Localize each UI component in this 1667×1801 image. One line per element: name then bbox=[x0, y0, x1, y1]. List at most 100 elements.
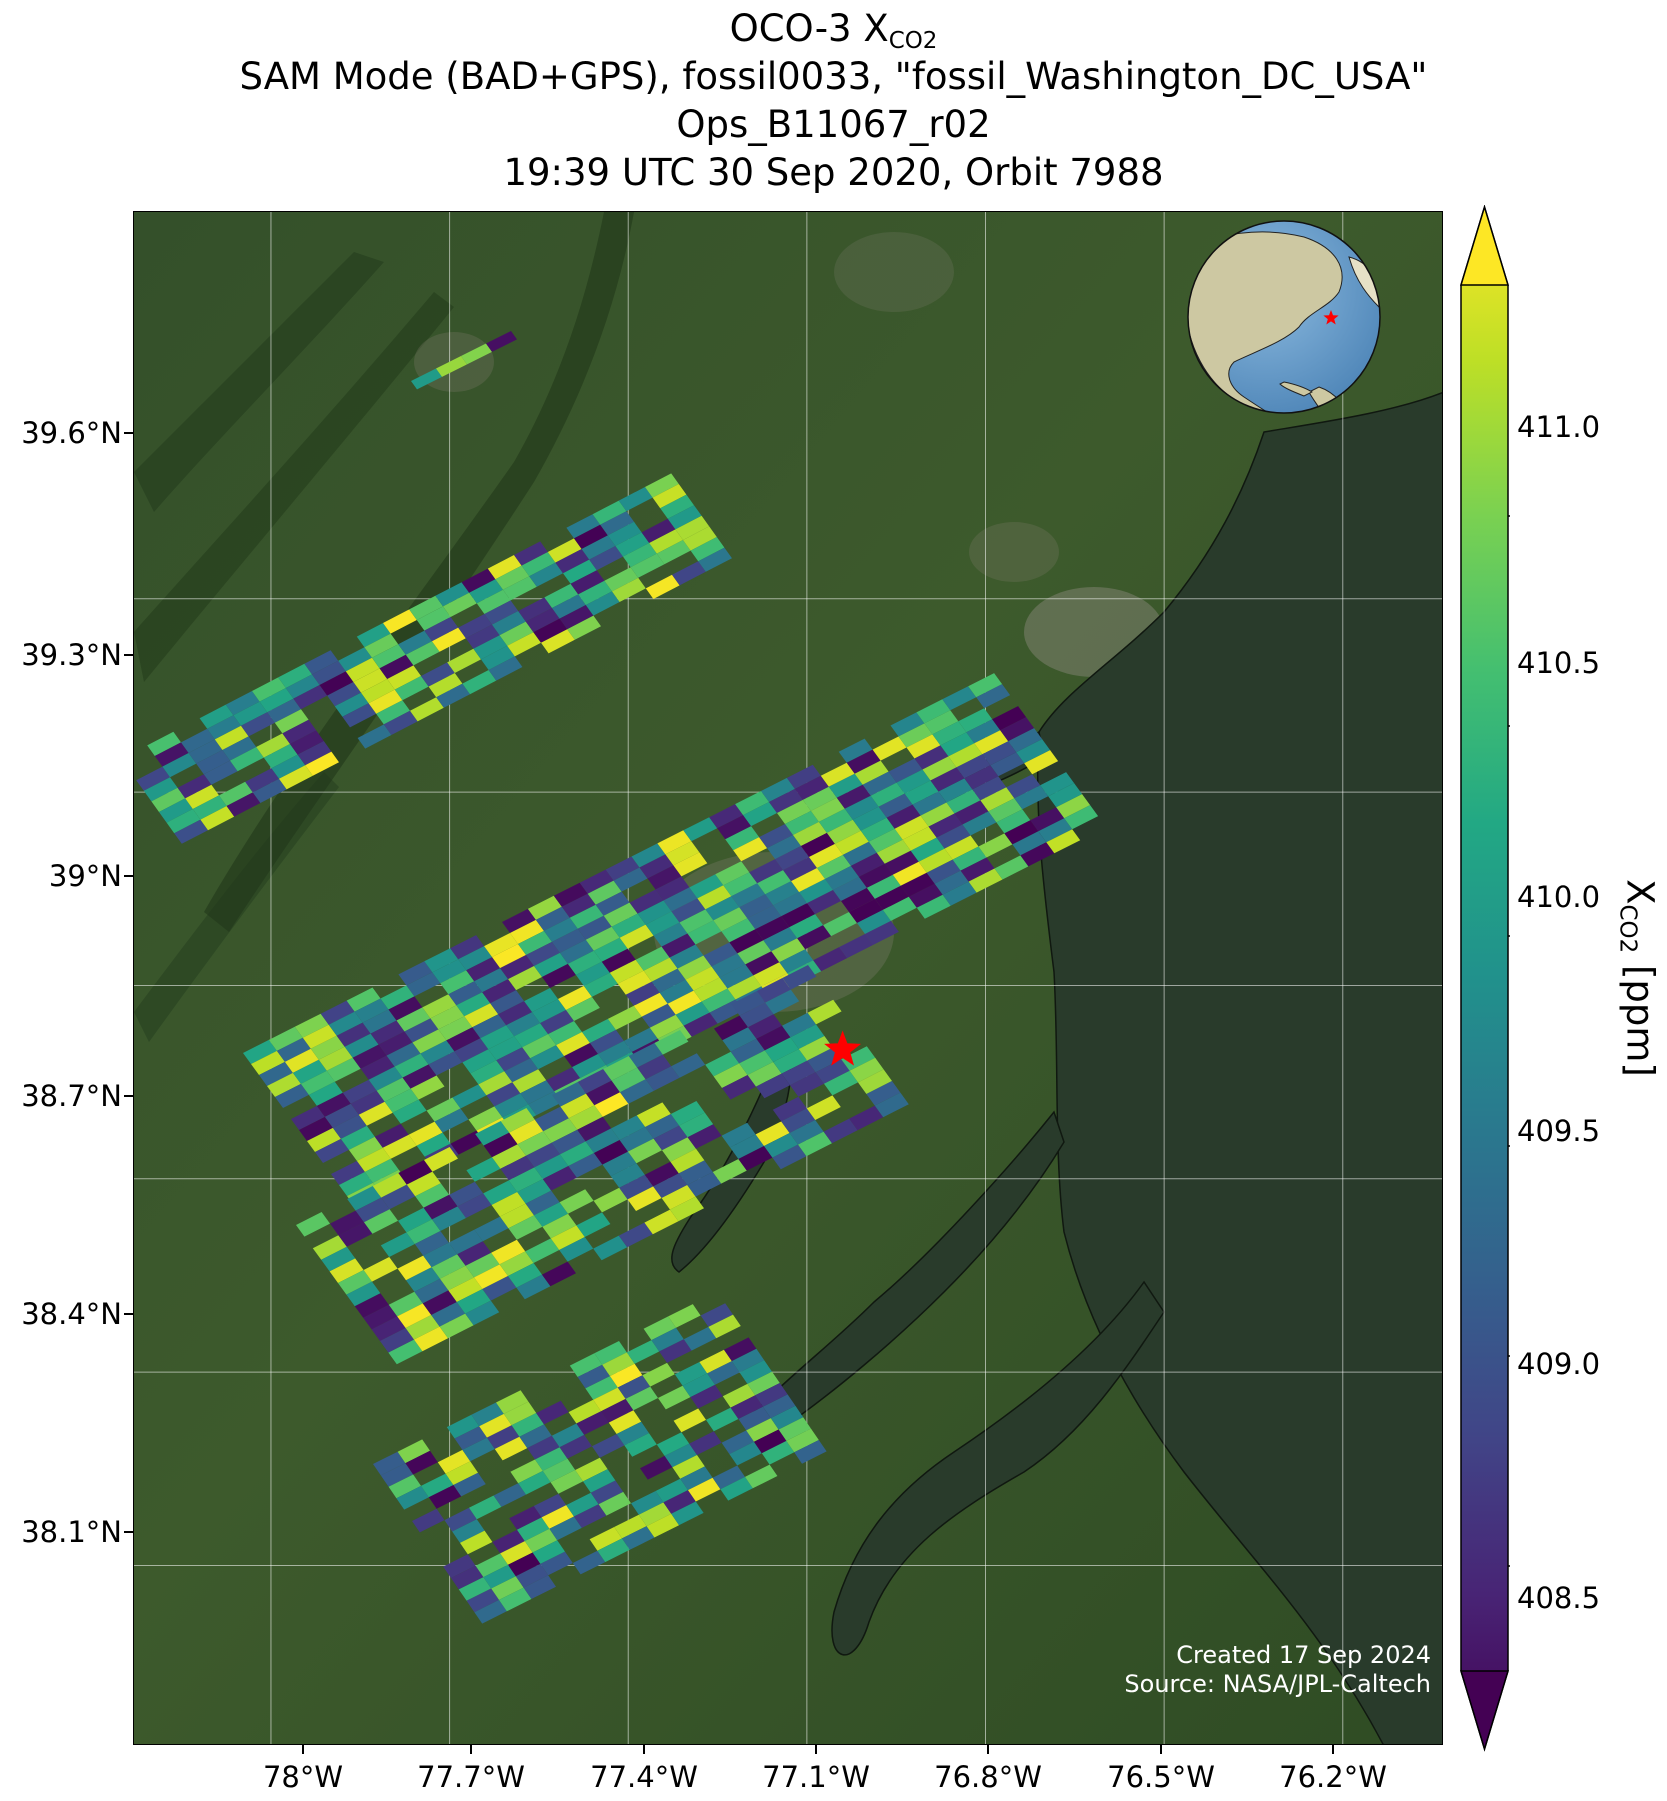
y-tick-mark bbox=[124, 1531, 133, 1533]
sounding-footprint bbox=[396, 1007, 431, 1032]
sounding-footprint bbox=[731, 991, 766, 1016]
sounding-footprint bbox=[384, 1088, 419, 1113]
sounding-footprint bbox=[727, 975, 762, 1000]
sounding-footprint bbox=[352, 1044, 387, 1069]
sounding-footprint bbox=[910, 837, 945, 862]
sounding-footprint bbox=[551, 928, 586, 953]
inset-globe bbox=[1187, 220, 1381, 414]
sounding-footprint bbox=[496, 1047, 531, 1072]
sounding-footprint bbox=[532, 1540, 565, 1564]
sounding-footprint bbox=[770, 1405, 804, 1430]
sounding-footprint bbox=[484, 600, 519, 625]
sounding-footprint bbox=[643, 1316, 676, 1341]
sounding-footprint bbox=[542, 1213, 577, 1239]
sounding-footprint bbox=[578, 580, 612, 605]
sounding-footprint bbox=[607, 521, 642, 546]
x-tick-mark bbox=[302, 1745, 304, 1754]
sounding-footprint bbox=[627, 1186, 662, 1211]
y-tick-mark bbox=[124, 875, 133, 877]
sounding-footprint bbox=[908, 883, 943, 908]
sounding-footprint bbox=[490, 990, 525, 1015]
sounding-footprint bbox=[781, 1060, 816, 1086]
sounding-footprint bbox=[756, 1073, 790, 1099]
sounding-footprint bbox=[722, 1075, 756, 1100]
sounding-footprint bbox=[405, 641, 440, 666]
map-panel[interactable] bbox=[133, 211, 1443, 1745]
sounding-footprint bbox=[777, 799, 811, 824]
sounding-footprint bbox=[278, 663, 312, 688]
sounding-footprint bbox=[424, 1147, 458, 1172]
sounding-footprint bbox=[479, 1413, 512, 1438]
sounding-footprint bbox=[362, 1009, 397, 1034]
sounding-footprint bbox=[572, 1054, 606, 1079]
sounding-footprint bbox=[480, 1025, 515, 1050]
sounding-footprint bbox=[542, 1458, 576, 1483]
sounding-footprint bbox=[593, 1187, 628, 1213]
sounding-footprint bbox=[617, 970, 652, 995]
sounding-footprint bbox=[978, 833, 1013, 858]
sounding-footprint bbox=[251, 1050, 285, 1075]
sounding-footprint bbox=[456, 992, 491, 1017]
target-location-star[interactable] bbox=[824, 1030, 862, 1066]
sounding-footprint bbox=[807, 1047, 842, 1073]
sounding-footprint bbox=[561, 893, 596, 918]
sounding-footprint bbox=[383, 609, 417, 634]
sounding-footprint bbox=[643, 957, 678, 982]
inset-location-marker bbox=[1323, 310, 1339, 325]
sounding-footprint bbox=[990, 752, 1025, 777]
sounding-footprint bbox=[735, 791, 769, 816]
sounding-footprint bbox=[575, 961, 610, 986]
sounding-footprint bbox=[450, 1130, 485, 1155]
sounding-footprint bbox=[646, 1513, 679, 1538]
sounding-footprint bbox=[374, 1123, 409, 1148]
sounding-footprint bbox=[491, 1192, 526, 1217]
sounding-footprint bbox=[769, 788, 803, 813]
sounding-footprint bbox=[779, 949, 814, 974]
sounding-footprint bbox=[849, 1105, 884, 1131]
sounding-footprint bbox=[410, 697, 444, 722]
sounding-footprint bbox=[517, 1517, 550, 1542]
sounding-footprint bbox=[492, 611, 526, 636]
sounding-footprint bbox=[924, 710, 959, 735]
sounding-footprint bbox=[833, 876, 867, 901]
sounding-footprint bbox=[761, 777, 795, 802]
sounding-footprint bbox=[756, 1025, 791, 1051]
sounding-footprint bbox=[1008, 728, 1043, 753]
sounding-footprint bbox=[398, 630, 432, 655]
inset-globe-outline bbox=[1187, 220, 1381, 414]
sounding-footprint bbox=[765, 881, 800, 906]
sounding-footprint bbox=[495, 565, 530, 590]
sounding-footprint bbox=[275, 1083, 309, 1108]
map-canvas bbox=[134, 212, 1442, 1744]
sounding-footprint bbox=[380, 1463, 414, 1487]
sounding-footprint bbox=[450, 935, 485, 960]
sounding-footprint bbox=[421, 662, 455, 687]
sounding-footprint bbox=[500, 1541, 533, 1565]
sounding-footprint bbox=[841, 1046, 876, 1071]
sounding-footprint bbox=[838, 738, 873, 763]
y-tick-label: 38.7°N bbox=[21, 1079, 122, 1113]
sounding-footprint bbox=[474, 1216, 509, 1242]
sounding-footprint bbox=[440, 1265, 474, 1291]
colorbar-tick-label: 410.5 bbox=[1517, 646, 1601, 680]
sounding-footprint bbox=[603, 902, 638, 927]
sounding-footprint bbox=[866, 874, 901, 899]
sounding-footprint bbox=[279, 765, 313, 790]
sounding-footprint bbox=[447, 648, 481, 673]
sounding-footprint bbox=[857, 909, 891, 934]
sounding-footprint bbox=[645, 473, 679, 498]
sounding-footprint bbox=[675, 515, 710, 540]
sounding-footprint bbox=[551, 1129, 586, 1155]
sounding-footprint bbox=[533, 1493, 567, 1518]
sounding-footprint bbox=[174, 819, 208, 844]
sounding-footprint bbox=[701, 988, 736, 1013]
sounding-footprint bbox=[449, 1181, 484, 1207]
sounding-footprint bbox=[424, 948, 459, 973]
sounding-footprint bbox=[469, 579, 503, 604]
sounding-footprint bbox=[421, 1473, 454, 1498]
sounding-footprint bbox=[974, 730, 1009, 755]
sounding-footprint bbox=[932, 721, 967, 746]
sounding-footprint bbox=[755, 1121, 790, 1146]
sounding-footprint bbox=[888, 758, 923, 783]
sounding-footprint bbox=[398, 1160, 433, 1185]
